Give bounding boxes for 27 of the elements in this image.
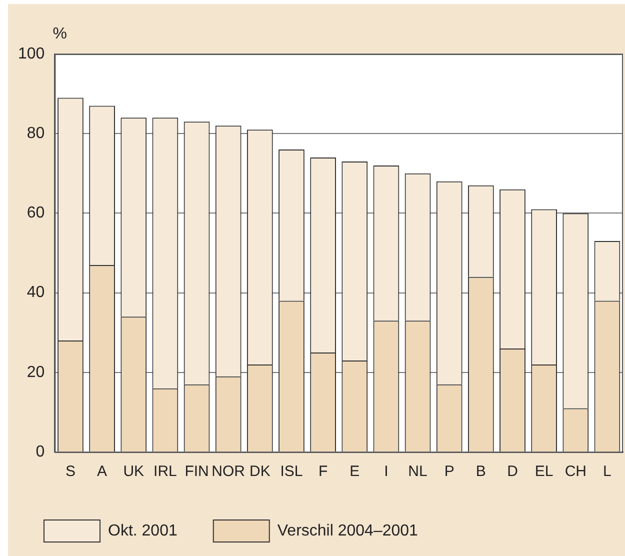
- y-tick-label: 80: [26, 125, 45, 142]
- x-tick-label: FIN: [184, 463, 209, 480]
- x-tick-label: A: [97, 463, 108, 480]
- y-tick-label: 0: [36, 443, 45, 460]
- x-tick-label: CH: [564, 463, 586, 480]
- x-tick-label: F: [318, 463, 328, 480]
- x-tick-label: EL: [534, 463, 554, 480]
- legend-label: Verschil 2004–2001: [277, 522, 418, 540]
- y-tick-label: 40: [26, 284, 45, 302]
- x-tick-label: NOR: [212, 463, 246, 480]
- x-tick-label: D: [507, 463, 518, 480]
- x-tick-label: ISL: [280, 463, 303, 480]
- y-axis-title: %: [52, 25, 67, 42]
- y-tick-label: 60: [26, 204, 45, 222]
- x-tick-label: NL: [408, 463, 428, 480]
- x-tick-label: UK: [123, 463, 144, 480]
- x-tick-label: B: [476, 463, 486, 480]
- legend-label: Okt. 2001: [108, 522, 178, 540]
- x-tick-label: L: [603, 463, 612, 480]
- x-tick-label: S: [65, 463, 76, 480]
- x-tick-label: E: [350, 463, 360, 480]
- y-tick-label: 20: [26, 364, 45, 381]
- x-tick-label: IRL: [154, 463, 177, 480]
- x-tick-label: I: [384, 463, 388, 480]
- x-tick-label: P: [444, 463, 454, 480]
- y-tick-label: 100: [18, 45, 45, 62]
- x-tick-label: DK: [249, 463, 270, 480]
